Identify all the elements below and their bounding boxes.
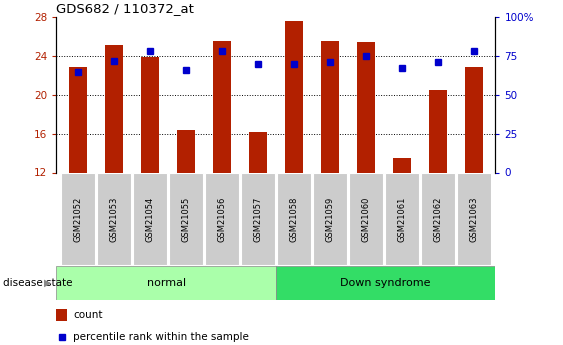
Bar — [285, 21, 303, 172]
FancyBboxPatch shape — [204, 174, 239, 265]
Text: GSM21055: GSM21055 — [181, 196, 190, 242]
Bar — [321, 41, 339, 172]
Text: GSM21054: GSM21054 — [145, 196, 154, 242]
FancyBboxPatch shape — [133, 174, 167, 265]
Text: GSM21052: GSM21052 — [73, 196, 82, 242]
Bar — [141, 57, 159, 172]
Bar — [69, 67, 87, 172]
Bar — [213, 41, 231, 172]
Text: GSM21063: GSM21063 — [470, 196, 479, 242]
Text: GSM21058: GSM21058 — [289, 196, 298, 242]
Text: Down syndrome: Down syndrome — [341, 278, 431, 288]
Text: disease state: disease state — [3, 278, 72, 288]
FancyBboxPatch shape — [312, 174, 347, 265]
Text: GSM21057: GSM21057 — [253, 196, 262, 242]
Text: count: count — [73, 310, 102, 320]
Bar — [357, 41, 375, 172]
Bar — [177, 130, 195, 172]
Text: percentile rank within the sample: percentile rank within the sample — [73, 332, 249, 342]
FancyBboxPatch shape — [240, 174, 275, 265]
FancyBboxPatch shape — [385, 174, 419, 265]
FancyBboxPatch shape — [61, 174, 95, 265]
Text: GSM21060: GSM21060 — [361, 196, 370, 242]
Bar — [393, 158, 411, 172]
Text: GSM21056: GSM21056 — [217, 196, 226, 242]
Text: GSM21053: GSM21053 — [109, 196, 118, 242]
FancyBboxPatch shape — [56, 266, 276, 300]
Bar — [429, 90, 447, 172]
FancyBboxPatch shape — [457, 174, 491, 265]
Text: GSM21062: GSM21062 — [434, 196, 443, 242]
Text: GSM21061: GSM21061 — [397, 196, 406, 242]
Text: normal: normal — [146, 278, 186, 288]
FancyBboxPatch shape — [97, 174, 131, 265]
FancyBboxPatch shape — [168, 174, 203, 265]
Text: GDS682 / 110372_at: GDS682 / 110372_at — [56, 2, 194, 15]
Bar — [56, 308, 68, 321]
Text: GSM21059: GSM21059 — [325, 196, 334, 242]
Bar — [249, 132, 267, 172]
FancyBboxPatch shape — [421, 174, 455, 265]
FancyBboxPatch shape — [276, 174, 311, 265]
FancyBboxPatch shape — [348, 174, 383, 265]
Bar — [105, 46, 123, 172]
Bar — [465, 67, 483, 172]
FancyBboxPatch shape — [276, 266, 495, 300]
Text: ▶: ▶ — [44, 278, 52, 288]
